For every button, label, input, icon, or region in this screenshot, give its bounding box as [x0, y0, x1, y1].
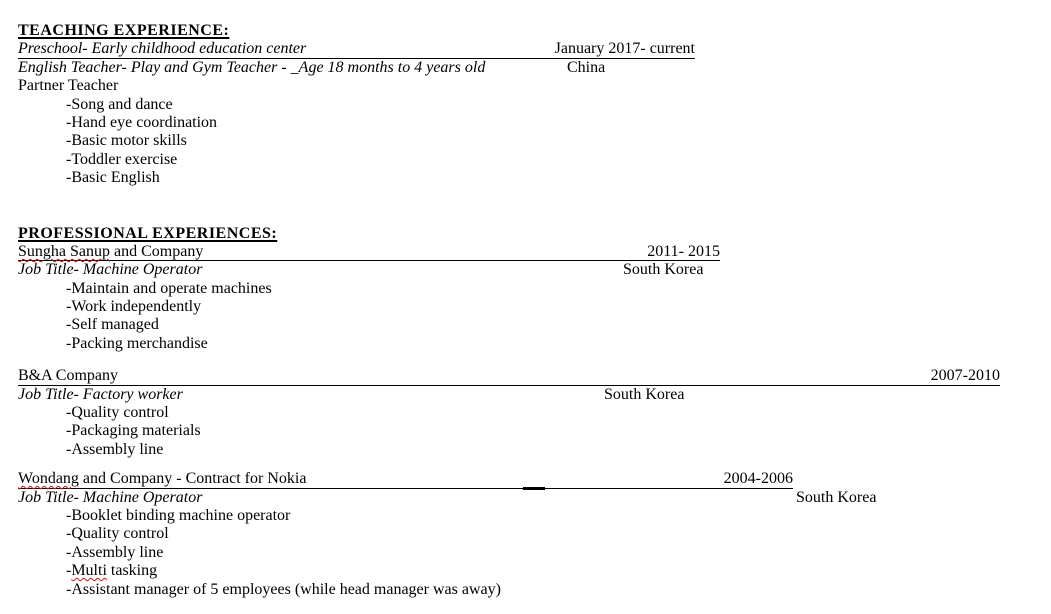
bullet-item: -Song and dance [66, 95, 173, 113]
job-bullet-list: -Quality control -Packaging materials -A… [18, 404, 1051, 459]
misspelled-word: Wondang [18, 470, 79, 488]
company-name-rest: and Company - Contract for Nokia [78, 470, 307, 488]
bullet-item: -Quality control [66, 404, 169, 422]
professional-section-heading: PROFESSIONAL EXPERIENCES: [18, 224, 278, 242]
bold-underscore-mark [523, 486, 545, 490]
bullet-item: -Basic motor skills [66, 132, 187, 150]
job-title: Job Title- Machine Operator [18, 261, 203, 279]
teaching-role-row: English Teacher- Play and Gym Teacher - … [18, 59, 1051, 77]
teaching-role-description: English Teacher- Play and Gym Teacher - … [18, 58, 486, 76]
job-company-name: B&A Company [18, 367, 119, 385]
bullet-item: -Quality control [66, 525, 169, 543]
job-location: South Korea [623, 261, 704, 279]
teaching-location: China [567, 58, 606, 76]
bullet-item: -Multi tasking [18, 562, 1051, 580]
job-company-row: B&A Company 2007-2010 [18, 367, 1000, 386]
teaching-section-heading: TEACHING EXPERIENCE: [18, 22, 230, 39]
bullet-item: -Booklet binding machine operator [66, 506, 291, 524]
bullet-item: -Packaging materials [66, 422, 201, 440]
teaching-bullet-list: -Song and dance -Hand eye coordination -… [18, 96, 1051, 188]
teaching-extra-line: Partner Teacher [18, 77, 119, 95]
job-title-row: Job Title- Machine Operator South Korea [18, 489, 1051, 507]
job-company-row: Wondang and Company - Contract for Nokia… [18, 470, 793, 490]
bullet-item: -Work independently [66, 298, 202, 316]
bullet-item: -Hand eye coordination [66, 113, 218, 131]
job-title: Job Title- Factory worker [18, 385, 183, 403]
job-dates: 2004-2006 [723, 470, 793, 488]
job-location: South Korea [796, 488, 877, 506]
job-location: South Korea [604, 385, 685, 403]
job-dates: 2011- 2015 [647, 242, 720, 260]
bullet-item: -Assembly line [66, 440, 164, 458]
bullet-item: -Assembly line [66, 543, 164, 561]
bullet-item: -Toddler exercise [66, 150, 178, 168]
company-name-rest: and Company [110, 242, 204, 260]
bullet-item: -Maintain and operate machines [66, 279, 272, 297]
bullet-item: -Packing merchandise [66, 334, 208, 352]
job-company-name: Sungha Sanup and Company [18, 243, 203, 260]
bullet-text-part: - [66, 562, 72, 580]
misspelled-word: Sungha Sanup [18, 242, 110, 260]
bullet-item: -Basic English [66, 169, 160, 187]
teaching-position-name: Preschool- Early childhood education cen… [18, 40, 307, 58]
job-dates: 2007-2010 [930, 367, 1000, 385]
job-company-row: Sungha Sanup and Company 2011- 2015 [18, 242, 720, 262]
section-teaching: TEACHING EXPERIENCE: Preschool- Early ch… [18, 22, 1051, 188]
job-entry-wondang: Wondang and Company - Contract for Nokia… [18, 470, 1051, 599]
bullet-text-part: tasking [106, 562, 158, 580]
teaching-position-row: Preschool- Early childhood education cen… [18, 40, 695, 59]
job-entry-sungha: Sungha Sanup and Company 2011- 2015 Job … [18, 243, 1051, 353]
job-entry-ba: B&A Company 2007-2010 Job Title- Factory… [18, 367, 1051, 459]
section-professional: PROFESSIONAL EXPERIENCES: Sungha Sanup a… [18, 225, 1051, 599]
job-title: Job Title- Machine Operator [18, 488, 203, 506]
job-title-row: Job Title- Machine Operator South Korea [18, 261, 1051, 279]
teaching-position-dates: January 2017- current [554, 40, 695, 58]
job-bullet-list: -Maintain and operate machines -Work ind… [18, 280, 1051, 354]
bullet-item: -Assistant manager of 5 employees (while… [66, 580, 501, 598]
job-title-row: Job Title- Factory worker South Korea [18, 386, 1051, 404]
misspelled-word: Multi [71, 562, 107, 580]
bullet-item: -Self managed [66, 316, 159, 334]
job-bullet-list: -Booklet binding machine operator -Quali… [18, 507, 1051, 599]
job-company-name: Wondang and Company - Contract for Nokia [18, 470, 306, 487]
